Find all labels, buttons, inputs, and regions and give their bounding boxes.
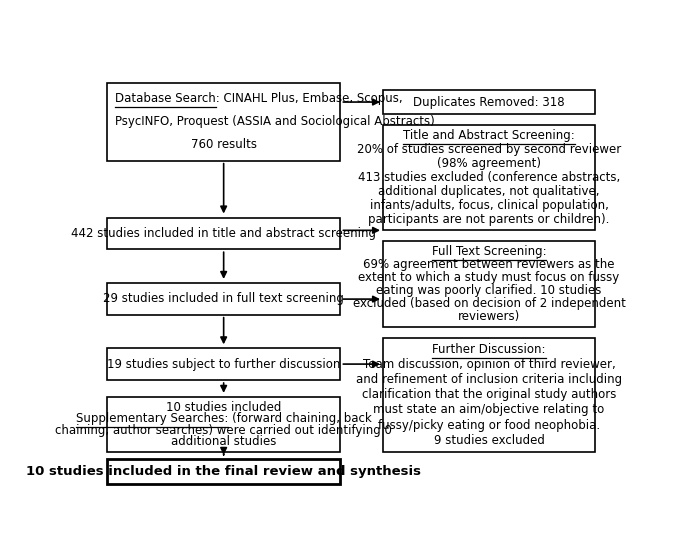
Text: (98% agreement): (98% agreement) (437, 157, 541, 170)
Text: 9 studies excluded: 9 studies excluded (434, 433, 545, 447)
Bar (383, 338, 595, 452)
Text: 19 studies subject to further discussion: 19 studies subject to further discussion (107, 358, 340, 371)
Bar (107, 83, 340, 161)
Bar (383, 241, 595, 327)
Text: 29 studies included in full text screening: 29 studies included in full text screeni… (103, 293, 344, 305)
Text: PsycINFO, Proquest (ASSIA and Sociological Abstracts): PsycINFO, Proquest (ASSIA and Sociologic… (115, 115, 434, 128)
Text: Full Text Screening:: Full Text Screening: (432, 245, 547, 258)
Text: additional duplicates, not qualitative,: additional duplicates, not qualitative, (378, 185, 600, 198)
Text: chaining, author searches) were carried out identifying 0: chaining, author searches) were carried … (55, 424, 392, 437)
Bar (107, 218, 340, 249)
Bar (107, 349, 340, 380)
Text: 10 studies included: 10 studies included (166, 401, 282, 414)
Text: Further Discussion:: Further Discussion: (432, 343, 546, 356)
Text: infants/adults, focus, clinical population,: infants/adults, focus, clinical populati… (370, 199, 608, 212)
Bar (383, 125, 595, 230)
Text: Supplementary Searches: (forward chaining, back: Supplementary Searches: (forward chainin… (76, 412, 371, 425)
Text: fussy/picky eating or food neophobia.: fussy/picky eating or food neophobia. (378, 419, 600, 431)
Text: extent to which a study must focus on fussy: extent to which a study must focus on fu… (358, 271, 620, 284)
Text: reviewers): reviewers) (458, 310, 520, 323)
Text: clarification that the original study authors: clarification that the original study au… (362, 389, 616, 401)
Text: 10 studies included in the final review and synthesis: 10 studies included in the final review … (26, 465, 421, 478)
Text: 20% of studies screened by second reviewer: 20% of studies screened by second review… (357, 144, 621, 156)
Text: Database Search: CINAHL Plus, Embase, Scopus,: Database Search: CINAHL Plus, Embase, Sc… (115, 92, 403, 105)
Text: 442 studies included in title and abstract screening: 442 studies included in title and abstra… (71, 227, 376, 240)
Bar (107, 459, 340, 483)
Text: 760 results: 760 results (190, 139, 257, 151)
Text: 413 studies excluded (conference abstracts,: 413 studies excluded (conference abstrac… (358, 171, 620, 184)
Text: Title and Abstract Screening:: Title and Abstract Screening: (403, 129, 575, 142)
Text: additional studies: additional studies (171, 435, 276, 448)
Text: 69% agreement between reviewers as the: 69% agreement between reviewers as the (363, 258, 615, 271)
Text: excluded (based on decision of 2 independent: excluded (based on decision of 2 indepen… (353, 297, 625, 310)
Text: participants are not parents or children).: participants are not parents or children… (369, 213, 610, 226)
Text: Duplicates Removed: 318: Duplicates Removed: 318 (413, 95, 565, 109)
Bar (107, 397, 340, 452)
Bar (383, 90, 595, 115)
Text: eating was poorly clarified. 10 studies: eating was poorly clarified. 10 studies (376, 284, 602, 297)
Bar (107, 283, 340, 315)
Text: Team discussion, opinion of third reviewer,: Team discussion, opinion of third review… (363, 358, 615, 371)
Text: and refinement of inclusion criteria including: and refinement of inclusion criteria inc… (356, 373, 622, 386)
Text: must state an aim/objective relating to: must state an aim/objective relating to (373, 403, 605, 416)
